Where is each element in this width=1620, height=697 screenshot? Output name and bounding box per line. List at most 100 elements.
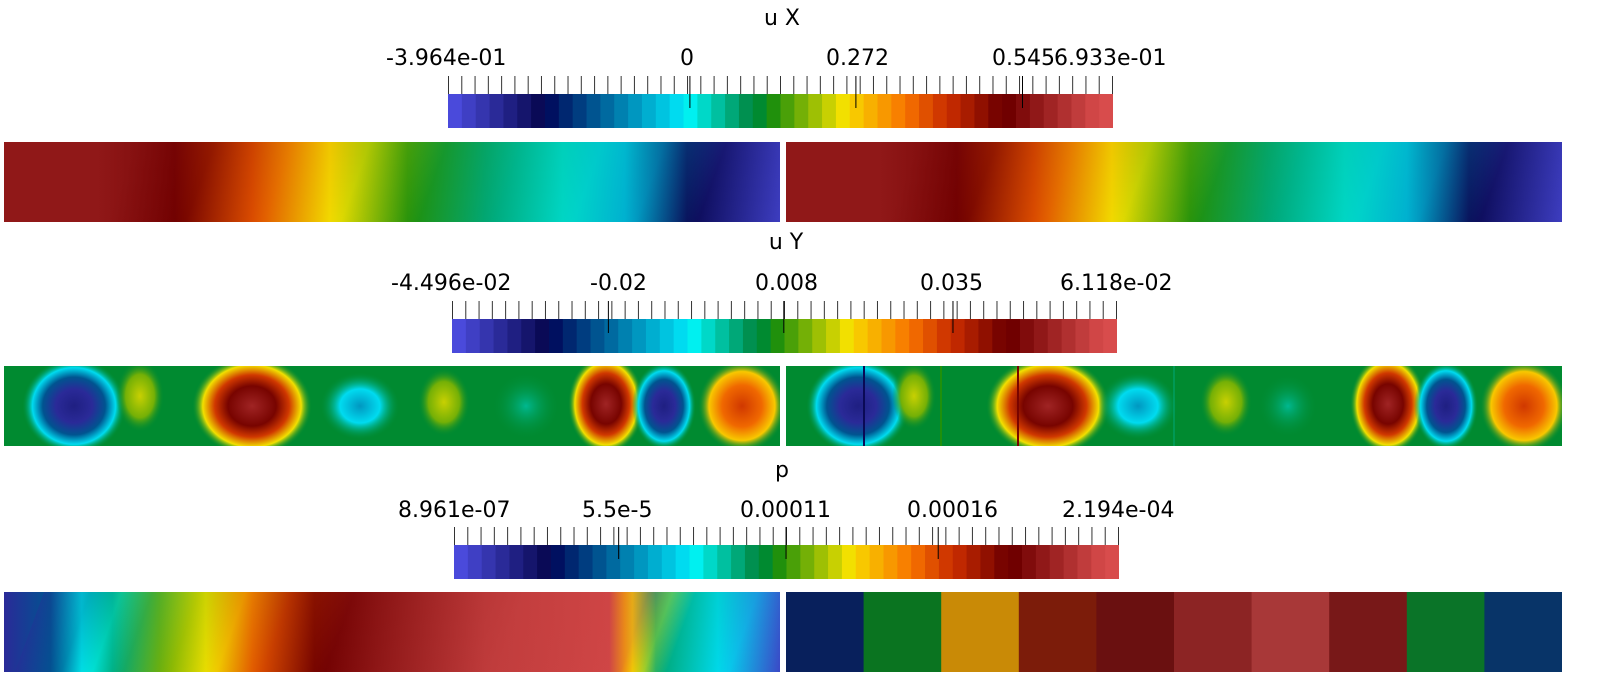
- colorbar-swatch: [647, 545, 663, 579]
- colorbar-swatch: [548, 319, 564, 353]
- colorbar-swatch: [863, 94, 879, 128]
- colorbar-swatch: [576, 319, 592, 353]
- colorbar-swatch: [479, 319, 495, 353]
- colorbar-swatch: [1105, 545, 1119, 579]
- colorbar-swatch: [1091, 545, 1106, 579]
- colorbar-swatch: [544, 94, 560, 128]
- colorbar-swatch: [784, 319, 799, 353]
- colorbar-swatch: [822, 94, 837, 128]
- colorbar-swatch: [895, 319, 910, 353]
- colorbar-swatch: [756, 319, 772, 353]
- vortex-positive: [1480, 366, 1562, 446]
- field-block: [1018, 592, 1097, 672]
- chart-title-uy: u Y: [768, 230, 804, 255]
- colorbar-swatch: [849, 94, 865, 128]
- field-block: [1251, 592, 1330, 672]
- colorbar-swatch: [489, 94, 505, 128]
- colorbar-swatch: [659, 319, 675, 353]
- chart-title-p: p: [775, 458, 789, 483]
- colorbar-swatch: [467, 545, 483, 579]
- colorbar-swatch: [1029, 94, 1045, 128]
- field-panel-ux-right: [786, 142, 1562, 222]
- colorbar-swatch: [738, 94, 754, 128]
- colorbar-swatch: [481, 545, 497, 579]
- colorbar-swatch: [905, 94, 920, 128]
- colorbar-swatch: [988, 94, 1003, 128]
- field-panel-p-right: [786, 592, 1562, 672]
- colorbar-swatch: [938, 545, 954, 579]
- colorbar-swatch: [620, 545, 635, 579]
- colorbar-swatch: [701, 319, 716, 353]
- field-panel-p-left: [4, 592, 780, 672]
- colorbar-swatch: [465, 319, 481, 353]
- colorbar-tick-label: 0.00016: [907, 498, 998, 523]
- colorbar-swatch: [869, 545, 885, 579]
- colorbar-swatch: [758, 545, 774, 579]
- colorbar-swatch: [537, 545, 552, 579]
- field-panel-uy-left: [4, 366, 780, 446]
- vortex-weak-negative: [492, 372, 560, 440]
- colorbar-svg: [454, 527, 1119, 579]
- vortex-negative: [22, 366, 126, 446]
- colorbar-swatch: [675, 545, 691, 579]
- colorbar-swatch: [572, 94, 588, 128]
- colorbar-swatch: [454, 545, 469, 579]
- vortex-weak-positive: [892, 366, 936, 430]
- colorbar-swatch: [919, 94, 934, 128]
- colorbar-swatch: [729, 319, 744, 353]
- colorbar-swatch: [812, 319, 827, 353]
- colorbar-swatch: [550, 545, 566, 579]
- colorbar-swatch: [703, 545, 718, 579]
- colorbar-swatch: [711, 94, 726, 128]
- colorbar-swatch: [883, 545, 898, 579]
- colorbar-swatch: [493, 319, 509, 353]
- colorbar-tick-label: -0.02: [590, 271, 647, 296]
- colorbar-swatch: [964, 319, 980, 353]
- colorbar-swatch: [877, 94, 892, 128]
- colorbar-swatch: [923, 319, 938, 353]
- colorbar-uy: [452, 301, 1117, 353]
- colorbar-swatch: [911, 545, 926, 579]
- colorbar-swatch: [867, 319, 883, 353]
- colorbar-swatch: [1075, 319, 1090, 353]
- colorbar-swatch: [632, 319, 647, 353]
- colorbar-swatch: [590, 319, 605, 353]
- colorbar-min-label: -3.964e-01: [386, 46, 507, 71]
- colorbar-swatch: [1103, 319, 1117, 353]
- colorbar-swatch: [932, 94, 948, 128]
- colorbar-swatch: [509, 545, 524, 579]
- colorbar-swatch: [1016, 94, 1031, 128]
- colorbar-swatch: [1099, 94, 1113, 128]
- colorbar-swatch: [578, 545, 594, 579]
- colorbar-swatch: [661, 545, 677, 579]
- colorbar-swatch: [558, 94, 574, 128]
- vortex-positive: [986, 366, 1110, 446]
- colorbar-swatch: [742, 319, 758, 353]
- colorbar-swatch: [980, 545, 995, 579]
- colorbar-swatch: [645, 319, 661, 353]
- vortex-positive: [192, 366, 312, 446]
- field-block: [1096, 592, 1175, 672]
- colorbar-swatch: [1085, 94, 1100, 128]
- colorbar-svg: [448, 76, 1113, 128]
- colorbar-swatch: [475, 94, 491, 128]
- colorbar-swatch: [600, 94, 615, 128]
- colorbar-swatch: [835, 94, 851, 128]
- vortex-positive: [568, 366, 644, 446]
- colorbar-swatch: [521, 319, 536, 353]
- colorbar-ux: [448, 76, 1113, 128]
- colorbar-p: [454, 527, 1119, 579]
- colorbar-swatch: [752, 94, 768, 128]
- colorbar-max-label: 2.194e-04: [1062, 498, 1175, 523]
- colorbar-swatch: [994, 545, 1009, 579]
- colorbar-swatch: [839, 319, 855, 353]
- colorbar-swatch: [766, 94, 782, 128]
- vortex-positive: [698, 366, 780, 446]
- colorbar-swatch: [1002, 94, 1017, 128]
- field-block: [941, 592, 1020, 672]
- colorbar-swatch: [1077, 545, 1092, 579]
- vortex-weak-negative: [1258, 374, 1318, 438]
- field-shading: [796, 142, 1562, 222]
- colorbar-tick-label: 0.00011: [740, 498, 831, 523]
- colorbar-swatch: [1006, 319, 1021, 353]
